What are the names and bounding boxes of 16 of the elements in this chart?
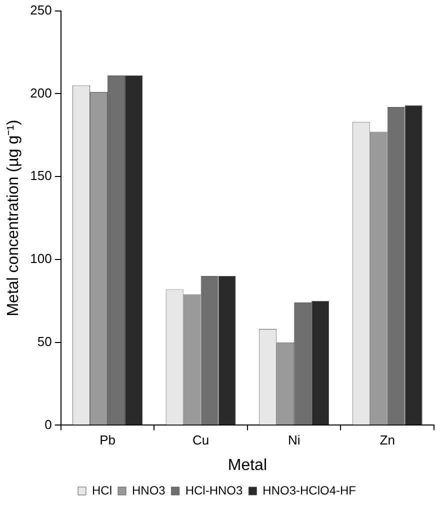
y-tick-label: 250 <box>30 2 52 18</box>
legend-label: HNO3-HClO4-HF <box>262 483 356 498</box>
y-axis-title: Metal concentration (µg g⁻¹) <box>5 120 22 316</box>
legend-label: HCl-HNO3 <box>185 483 243 498</box>
x-tick-label: Ni <box>288 432 300 448</box>
x-tick-label: Pb <box>100 432 116 448</box>
x-axis-title: Metal <box>228 456 268 474</box>
y-tick-label: 100 <box>30 251 52 266</box>
x-tick-label: Zn <box>380 432 395 448</box>
y-tick-label: 150 <box>30 168 52 184</box>
y-tick-label: 0 <box>44 416 52 432</box>
y-tick-label: 50 <box>37 334 52 349</box>
legend-label: HCl <box>92 483 112 498</box>
y-tick-label: 200 <box>30 85 52 100</box>
x-tick-label: Cu <box>192 432 210 448</box>
legend-label: HNO3 <box>132 483 166 498</box>
